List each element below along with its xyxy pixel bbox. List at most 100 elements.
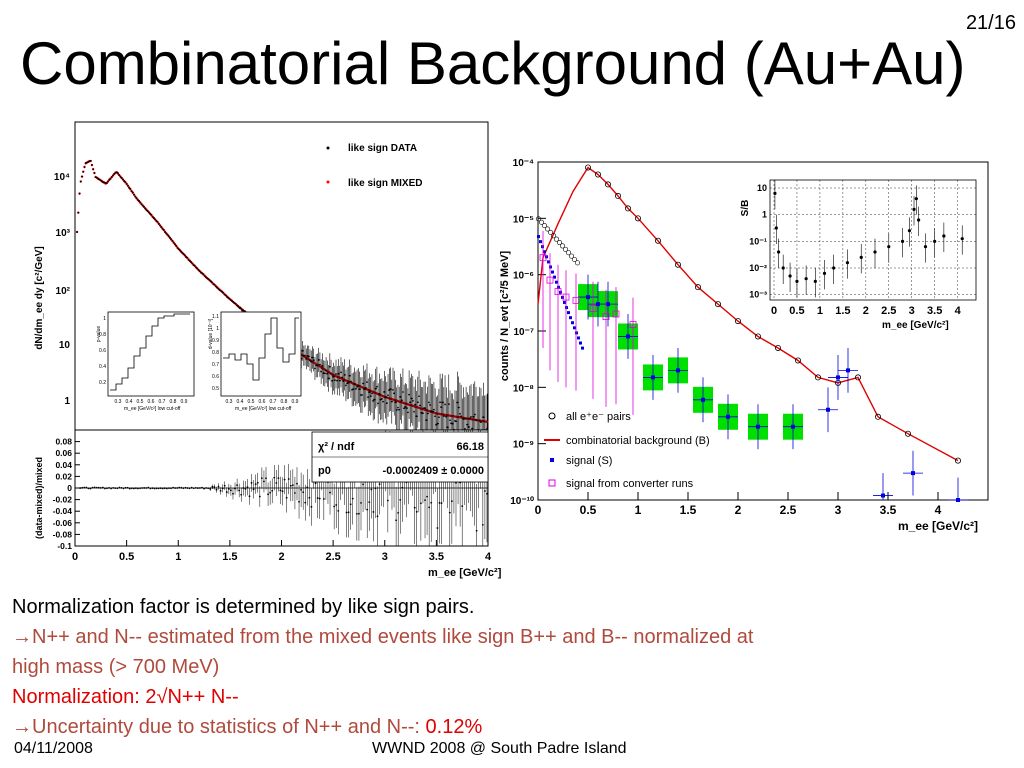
inset2-ytick: 0.7 <box>212 362 219 368</box>
sb-point <box>813 279 817 283</box>
sb-xtick: 3 <box>909 305 915 317</box>
all-pairs-point <box>814 374 821 381</box>
data-point <box>81 175 83 178</box>
all-pairs-point <box>541 223 547 229</box>
data-point <box>478 420 481 422</box>
signal-point <box>881 493 885 498</box>
ratio-point <box>89 487 92 490</box>
legend-converter: signal from converter runs <box>566 478 694 490</box>
data-point <box>403 407 406 410</box>
data-point <box>353 383 356 386</box>
ratio-point <box>99 487 102 489</box>
data-point <box>383 391 386 393</box>
fit-chi2-label: χ² / ndf <box>318 441 355 453</box>
inset2-ytick: 1.1 <box>212 314 219 320</box>
inset1-xtick: 0.9 <box>181 399 188 405</box>
data-point <box>237 305 240 308</box>
signal-point <box>577 336 580 340</box>
data-point <box>388 389 391 392</box>
data-point <box>231 300 233 302</box>
left-bottom-ytick: 0.02 <box>55 471 72 481</box>
sb-xtick: 4 <box>955 305 962 317</box>
ratio-point <box>182 487 185 490</box>
data-point <box>408 393 411 396</box>
all-pairs-point <box>563 246 569 252</box>
all-pairs-point <box>572 256 578 262</box>
note-line-4-value: 0.12% <box>425 716 483 738</box>
left-top-ytick: 10³ <box>56 228 71 239</box>
data-point <box>157 223 160 225</box>
data-point <box>139 201 142 204</box>
signal-point <box>651 375 655 380</box>
data-point <box>150 213 153 216</box>
all-pairs-point <box>535 216 541 222</box>
data-point <box>181 252 184 254</box>
data-point <box>409 401 412 404</box>
data-point <box>404 406 407 408</box>
data-point <box>135 197 138 200</box>
sb-inset: S/B 10⁻³ 10⁻² 10⁻¹ 1 10 0 0.5 1 1.5 2 2.5 3 3.5 4 m_… <box>740 179 977 331</box>
inset2-ytick: 0.6 <box>212 374 219 380</box>
data-point <box>338 379 341 382</box>
data-point <box>320 370 323 373</box>
data-point <box>202 273 205 276</box>
data-point <box>347 381 350 384</box>
note-line-2b: high mass (> 700 MeV) <box>12 656 220 678</box>
inset2-ylabel: d-value [10⁻³] <box>208 318 214 349</box>
data-point <box>431 410 434 413</box>
left-top-ytick: 10⁴ <box>54 172 70 183</box>
ratio-point <box>178 486 181 489</box>
ratio-point <box>110 487 113 490</box>
data-point <box>179 249 181 252</box>
data-point <box>371 392 373 395</box>
sb-xlabel: m_ee [GeV/c²] <box>882 320 949 331</box>
right-xtick: 4 <box>935 503 942 517</box>
data-point <box>426 412 429 415</box>
data-point <box>446 426 449 429</box>
signal-point <box>571 321 574 325</box>
sb-point <box>859 255 863 259</box>
ratio-point <box>143 487 146 489</box>
ratio-point <box>186 487 189 489</box>
data-point <box>177 248 180 251</box>
signal-point <box>956 498 960 502</box>
data-point <box>227 296 230 299</box>
left-plot-panel: dN/dm_ee dy [c²/GeV] 1 10 10² 10³ 10⁴ li… <box>34 121 502 579</box>
data-point <box>394 401 397 404</box>
sb-point <box>845 261 850 265</box>
data-point <box>332 375 335 378</box>
right-xlabel: m_ee [GeV/c²] <box>898 519 978 533</box>
slide-notes: Normalization factor is determined by li… <box>12 592 1012 742</box>
left-bottom-ytick: 0 <box>67 483 72 493</box>
data-point <box>307 355 310 358</box>
ratio-point <box>114 487 117 490</box>
data-point <box>159 224 161 227</box>
ratio-point <box>120 486 123 489</box>
data-point <box>472 415 475 418</box>
inset2-xtick: 0.8 <box>281 399 288 405</box>
note-line-2-text: N++ and N-- estimated from the mixed eve… <box>32 626 754 648</box>
signal-point <box>569 316 572 320</box>
signal-point <box>606 302 610 307</box>
right-xtick: 3 <box>835 503 842 517</box>
data-point <box>196 267 199 270</box>
right-xtick: 0 <box>535 503 542 517</box>
ratio-point <box>108 486 110 489</box>
right-converter-series <box>539 230 637 415</box>
converter-point <box>562 293 570 301</box>
data-point <box>117 172 119 174</box>
right-ytick: 10⁻¹⁰ <box>510 496 534 507</box>
data-point <box>389 388 392 391</box>
right-legend: all e⁺e⁻ pairs combinatorial background … <box>544 411 710 490</box>
data-point <box>118 174 121 177</box>
data-point <box>182 253 185 255</box>
note-line-4: →Uncertainty due to statistics of N++ an… <box>12 712 1012 742</box>
data-point <box>109 177 112 180</box>
signal-point <box>561 295 564 299</box>
data-point <box>348 374 351 377</box>
data-point <box>304 354 306 357</box>
right-xtick: 1 <box>635 503 642 517</box>
data-point <box>124 181 127 183</box>
right-ytick: 10⁻⁸ <box>513 383 534 394</box>
right-ytick: 10⁻⁶ <box>513 271 534 282</box>
